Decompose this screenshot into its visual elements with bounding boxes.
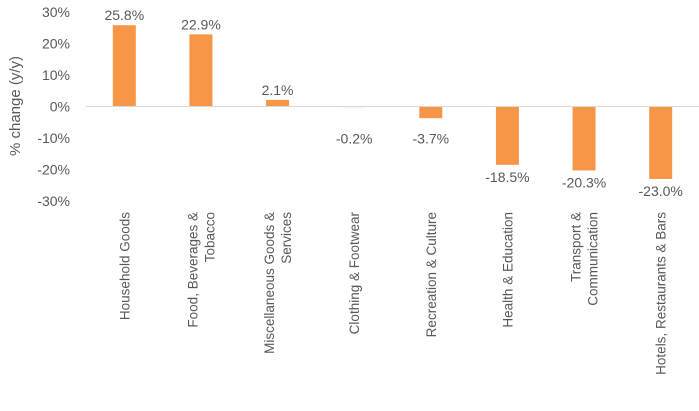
category-label: Household Goods bbox=[117, 212, 132, 320]
data-label: -20.3% bbox=[562, 174, 606, 190]
category-label: Hotels, Restaurants & Bars bbox=[654, 212, 669, 375]
data-label: -23.0% bbox=[639, 183, 683, 199]
bar bbox=[495, 106, 519, 165]
y-tick-labels: 30% 20% 10% 0% -10% -20% -30% bbox=[37, 4, 70, 209]
category-label: Recreation & Culture bbox=[424, 212, 439, 337]
bar bbox=[112, 25, 136, 107]
data-label: -18.5% bbox=[485, 169, 529, 185]
y-tick-label: 0% bbox=[50, 99, 70, 115]
category-label: Health & Education bbox=[500, 212, 515, 328]
bar bbox=[189, 34, 213, 107]
category-label: Miscellaneous Goods & bbox=[262, 212, 277, 354]
category-label: Tobacco bbox=[202, 212, 217, 262]
bars bbox=[112, 25, 673, 179]
category-label: Transport & bbox=[569, 212, 584, 282]
data-labels: 25.8% 22.9% 2.1% -0.2% -3.7% -18.5% -20.3% -23.… bbox=[104, 7, 682, 199]
y-axis-title-group: % change (y/y) bbox=[7, 56, 24, 156]
data-label: 2.1% bbox=[262, 82, 294, 98]
bar bbox=[649, 106, 673, 179]
y-tick-label: 30% bbox=[42, 4, 70, 20]
data-label: 22.9% bbox=[181, 16, 221, 32]
category-label: Communication bbox=[586, 212, 601, 306]
bar bbox=[572, 106, 596, 171]
category-labels: Household Goods Food, Beverages & Tobacco M… bbox=[117, 211, 668, 374]
data-label: 25.8% bbox=[104, 7, 144, 23]
y-tick-label: -10% bbox=[37, 130, 70, 146]
y-tick-label: -30% bbox=[37, 193, 70, 209]
y-tick-label: 10% bbox=[42, 67, 70, 83]
data-label: -0.2% bbox=[336, 131, 373, 147]
y-tick-label: 20% bbox=[42, 36, 70, 52]
data-label: -3.7% bbox=[413, 131, 450, 147]
y-tick-label: -20% bbox=[37, 162, 70, 178]
y-axis-title: % change (y/y) bbox=[7, 56, 24, 156]
bar bbox=[266, 99, 290, 107]
bar bbox=[419, 106, 443, 119]
category-label: Clothing & Footwear bbox=[347, 211, 362, 334]
category-label: Food, Beverages & bbox=[185, 212, 200, 328]
category-label: Services bbox=[279, 212, 294, 264]
